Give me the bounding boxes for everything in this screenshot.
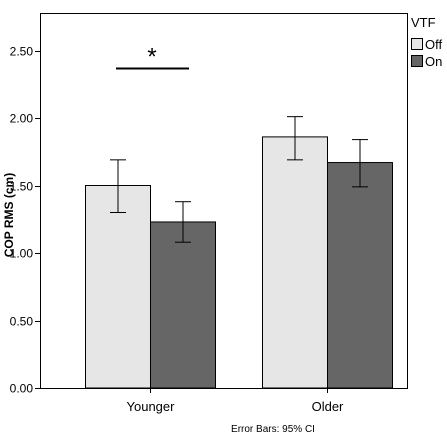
plot-frame (40, 13, 408, 389)
y-tick-label: 2.00 (10, 112, 34, 126)
x-tick-label-younger: Younger (127, 399, 176, 414)
y-tick-label: 0.00 (10, 382, 34, 396)
significance-star: * (147, 44, 156, 71)
legend-swatch-off (411, 38, 423, 50)
x-tick-label-older: Older (312, 399, 344, 414)
legend-label-on: On (425, 54, 442, 69)
bar-younger-off (85, 185, 151, 389)
y-tick-label: 0.50 (10, 315, 34, 329)
bar-younger-on (150, 221, 216, 389)
error-bars (110, 116, 368, 243)
legend-swatch-on (411, 55, 423, 67)
legend-title: VTF (411, 15, 436, 30)
bar-older-on (327, 162, 393, 389)
y-axis-label: COP RMS (cm) (2, 173, 16, 257)
significance-annotation: * (116, 44, 189, 71)
bars (85, 136, 393, 389)
y-tick-label: 2.50 (10, 45, 34, 59)
y-axis: 0.00 0.50 1.00 1.50 2.00 2.50 (10, 45, 40, 396)
bar-older-off (262, 136, 328, 389)
y-tick-label: 1.00 (10, 247, 34, 261)
error-bars-footnote: Error Bars: 95% CI (231, 424, 315, 435)
legend-label-off: Off (425, 37, 442, 52)
legend: VTF Off On (411, 15, 442, 69)
x-axis: Younger Older (127, 388, 344, 414)
y-tick-label: 1.50 (10, 180, 34, 194)
